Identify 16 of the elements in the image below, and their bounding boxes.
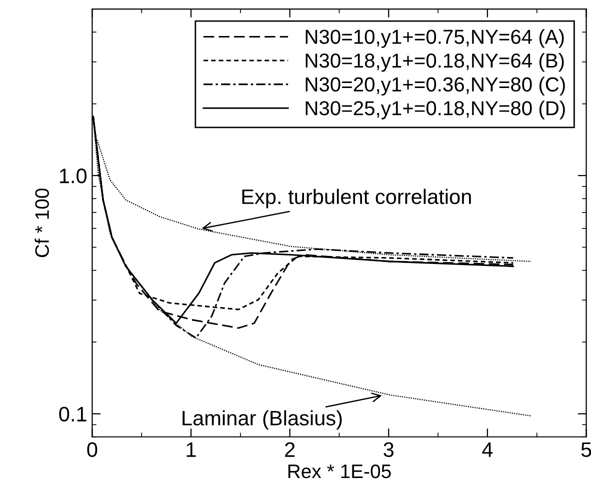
annotation: Laminar (Blasius) — [182, 410, 342, 430]
y-tick-label: 1.0 — [60, 168, 87, 184]
x-axis-title: Rex * 1E-05 — [288, 464, 391, 478]
x-tick-label: 2 — [285, 442, 295, 457]
x-tick-label: 5 — [581, 442, 591, 458]
legend-label: N30=10,y1+=0.75,NY=64 (A) — [306, 29, 564, 48]
legend-label: N30=18,y1+=0.18,NY=64 (B) — [306, 52, 564, 72]
x-tick-label: 1 — [186, 442, 196, 457]
y-axis-title: Cf * 100 — [34, 188, 49, 258]
annotation: Exp. turbulent correlation — [242, 188, 471, 208]
x-tick-label: 0 — [87, 442, 98, 458]
legend-label: N30=20,y1+=0.36,NY=80 (C) — [306, 76, 565, 96]
x-tick-label: 4 — [482, 442, 493, 457]
legend-label: N30=25,y1+=0.18,NY=80 (D) — [306, 100, 565, 120]
x-tick-label: 3 — [384, 442, 394, 458]
y-tick-label: 0.1 — [59, 406, 86, 422]
